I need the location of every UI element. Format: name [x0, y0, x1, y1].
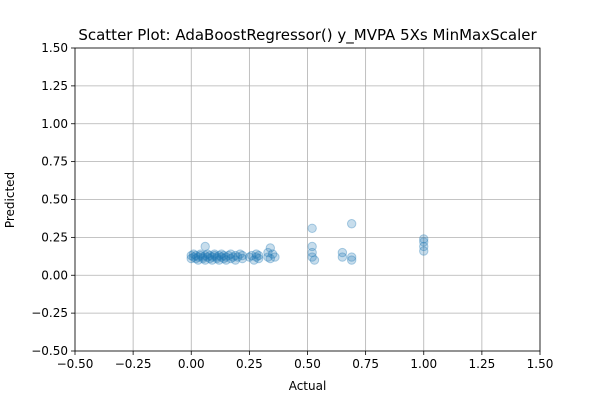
data-points — [186, 219, 429, 265]
data-point — [207, 252, 217, 262]
y-axis-ticks: −0.50 −0.25 0.00 0.25 0.50 0.75 1.00 1.25 1.50 — [31, 41, 75, 358]
data-point — [205, 253, 215, 264]
data-point — [198, 253, 208, 264]
data-point — [237, 253, 248, 264]
data-point — [230, 250, 241, 261]
data-point — [212, 252, 222, 262]
data-point — [228, 252, 238, 262]
x-tick-label: 0.00 — [178, 357, 205, 371]
data-point — [216, 252, 227, 262]
data-point — [263, 252, 273, 262]
data-point — [249, 255, 259, 265]
data-point — [263, 247, 273, 258]
y-tick-label: −0.50 — [31, 344, 68, 358]
data-point — [419, 237, 429, 247]
data-point — [419, 241, 429, 252]
x-tick-label: −0.50 — [57, 357, 94, 371]
data-point — [253, 250, 264, 261]
data-point — [226, 253, 236, 264]
x-axis-ticks: −0.50 −0.25 0.00 0.25 0.50 0.75 1.00 1.25 1.50 — [57, 351, 554, 371]
data-point — [195, 250, 206, 261]
x-tick-label: 0.25 — [236, 357, 263, 371]
data-point — [209, 249, 220, 259]
data-point — [307, 241, 317, 252]
grid — [74, 47, 541, 352]
x-tick-label: 0.50 — [294, 357, 321, 371]
x-tick-label: 1.00 — [410, 357, 437, 371]
data-point — [265, 253, 275, 264]
data-point — [307, 247, 317, 258]
data-point — [223, 250, 234, 261]
data-point — [267, 249, 278, 259]
data-point — [191, 250, 201, 261]
y-tick-label: 0.75 — [41, 155, 68, 169]
data-point — [419, 234, 429, 244]
data-point — [235, 249, 245, 259]
data-point — [191, 253, 201, 264]
data-point — [346, 219, 357, 229]
data-point — [193, 255, 203, 265]
y-tick-label: 0.50 — [41, 193, 68, 207]
data-point — [195, 249, 206, 259]
x-axis-label: Actual — [289, 379, 327, 393]
data-point — [216, 249, 227, 259]
data-point — [251, 252, 262, 262]
data-point — [212, 253, 222, 264]
data-point — [265, 243, 275, 253]
data-point — [221, 252, 231, 262]
data-point — [205, 250, 215, 261]
data-point — [188, 249, 199, 259]
data-point — [346, 255, 357, 265]
y-tick-label: 1.50 — [41, 41, 68, 55]
data-point — [309, 255, 320, 265]
data-point — [233, 252, 243, 262]
data-point — [247, 250, 257, 261]
x-tick-label: 1.25 — [469, 357, 496, 371]
data-point — [244, 252, 255, 262]
data-point — [219, 253, 229, 264]
x-tick-label: −0.25 — [115, 357, 152, 371]
data-point — [214, 255, 224, 265]
data-point — [270, 252, 280, 262]
y-tick-label: 0.00 — [41, 268, 68, 282]
data-point — [221, 255, 231, 265]
data-point — [200, 250, 210, 261]
data-point — [202, 249, 213, 259]
x-tick-label: 0.75 — [352, 357, 379, 371]
y-tick-label: 1.25 — [41, 79, 68, 93]
data-point — [207, 255, 217, 265]
data-point — [419, 246, 429, 256]
data-point — [188, 252, 199, 262]
data-point — [237, 250, 248, 261]
data-point — [251, 249, 262, 259]
data-point — [214, 250, 224, 261]
data-point — [337, 247, 348, 258]
data-point — [200, 255, 210, 265]
data-point — [200, 241, 210, 252]
data-point — [230, 255, 241, 265]
data-point — [193, 252, 203, 262]
y-tick-label: 0.25 — [41, 230, 68, 244]
y-axis-label: Predicted — [3, 172, 17, 228]
data-point — [209, 250, 220, 261]
data-point — [202, 252, 213, 262]
y-tick-label: −0.25 — [31, 306, 68, 320]
data-point — [198, 252, 208, 262]
data-point — [307, 252, 317, 262]
data-point — [186, 250, 196, 261]
data-point — [186, 253, 196, 264]
data-point — [307, 223, 317, 233]
x-tick-label: 1.50 — [527, 357, 554, 371]
data-point — [226, 249, 236, 259]
y-tick-label: 1.00 — [41, 117, 68, 131]
data-point — [346, 252, 357, 262]
chart-title: Scatter Plot: AdaBoostRegressor() y_MVPA… — [78, 26, 537, 45]
data-point — [219, 250, 229, 261]
data-point — [253, 253, 264, 264]
data-point — [337, 252, 348, 262]
